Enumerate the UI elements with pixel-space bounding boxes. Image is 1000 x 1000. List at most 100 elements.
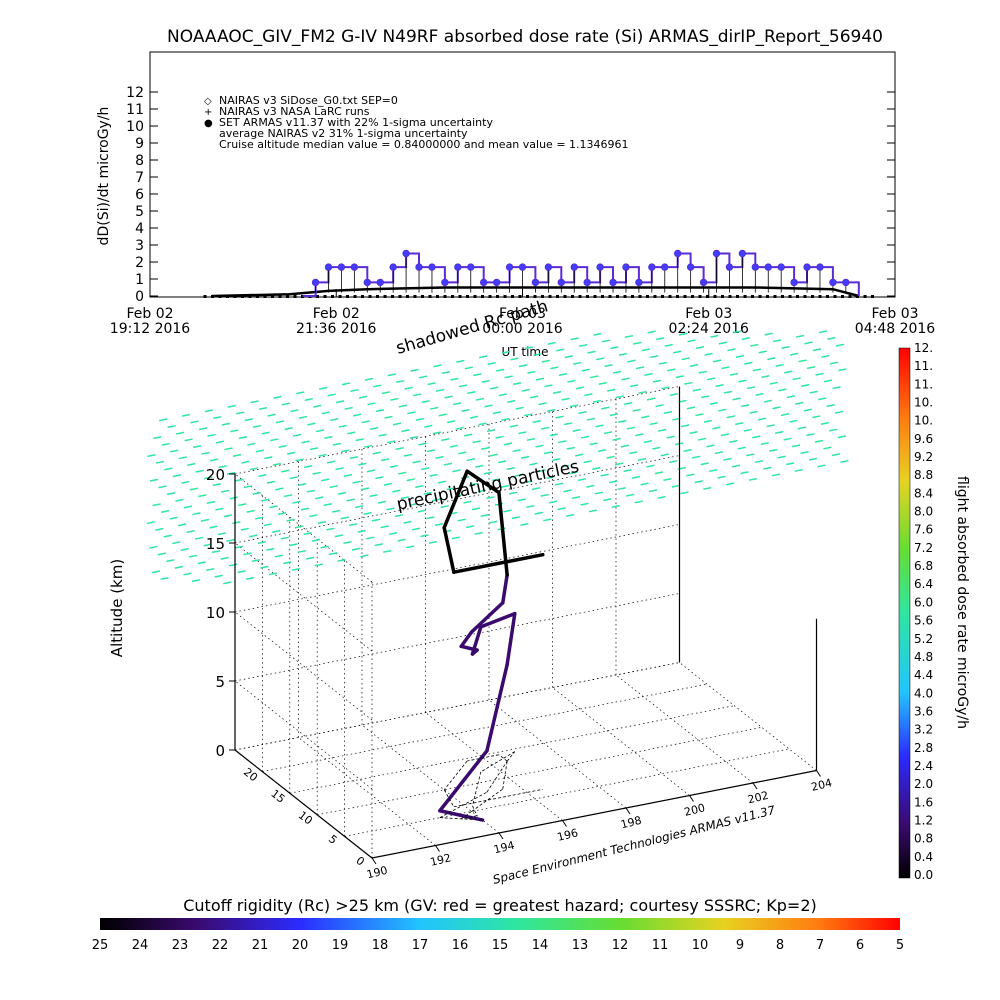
nairas-marker [841, 295, 844, 298]
rigidity-cell [570, 337, 579, 341]
rigidity-cell [592, 399, 602, 403]
rigidity-cell [396, 379, 405, 384]
rigidity-cell [618, 419, 627, 423]
rigidity-cell [280, 536, 289, 540]
rigidity-cell [571, 495, 581, 500]
rigidity-cell [369, 426, 379, 430]
rigidity-cell [304, 465, 313, 469]
rigidity-cell [444, 395, 453, 399]
rigidity-cell [237, 570, 246, 574]
top-plot-frame [149, 51, 896, 298]
armas-point [454, 263, 462, 271]
rigidity-cell [806, 433, 815, 437]
lat-tick-label: 5 [326, 832, 340, 847]
rigidity-cell [327, 393, 336, 397]
rigidity-cell [366, 469, 376, 473]
rigidity-cell [203, 543, 212, 547]
rigidity-cell [803, 408, 812, 412]
top-y-tick-label: 2 [135, 255, 144, 271]
rigidity-cell [826, 403, 835, 408]
rigidity-cell [526, 437, 536, 441]
rigidity-cell [163, 534, 172, 538]
rigidity-cell [290, 409, 299, 413]
rigidity-cell [725, 482, 735, 486]
rigidity-cell [718, 408, 727, 412]
rigidity-cell [371, 518, 381, 522]
rigidity-cell [372, 451, 381, 455]
rigidity-cell [577, 478, 587, 482]
rigidity-cell [738, 379, 747, 383]
rigidity-cell [496, 368, 505, 372]
ground-track-segment [453, 788, 543, 808]
nairas-marker [316, 295, 319, 298]
rigidity-colorbar-ticks: 25 24 23 22 21 20 19 18 17 16 15 14 13 12 11 10 9 8 7 6 5 [92, 938, 904, 953]
nairas-marker [226, 295, 229, 298]
legend-entry: NAIRAS v3 NASA LaRC runs [219, 105, 370, 118]
armas-point [686, 263, 695, 271]
rigidity-cell [306, 489, 315, 493]
rigidity-cell [569, 471, 578, 475]
figure-title: NOAAAOC_GIV_FM2 G-IV N49RF absorbed dose… [167, 27, 883, 47]
rigidity-cell [517, 498, 526, 502]
rigidity-cell [198, 494, 207, 498]
rigidity-cell [357, 529, 366, 533]
rigidity-cell [421, 400, 430, 404]
rigidity-cell [680, 491, 689, 495]
rigidity-cell [656, 337, 665, 341]
rigidity-cell [789, 419, 798, 423]
rigidity-cell [296, 391, 305, 395]
rigidity-cell [729, 439, 738, 443]
nairas-marker [578, 295, 582, 298]
rigidity-cell [189, 554, 198, 558]
rigidity-cell [426, 449, 436, 453]
rigidity-cell [823, 379, 833, 383]
rigidity-cell [349, 456, 359, 460]
back-wall-grid-line [234, 662, 680, 751]
rigidity-cell [244, 418, 253, 422]
left-wall-grid-line [234, 680, 373, 790]
top-y-tick-label: 1 [135, 272, 144, 288]
flight-track-segment [469, 601, 505, 634]
rigidity-cell [240, 527, 249, 531]
rigidity-cell [498, 460, 507, 464]
rigidity-cell [375, 409, 385, 413]
rigidity-colorbar-tick: 20 [292, 938, 309, 953]
rigidity-cell [543, 518, 552, 522]
rigidity-cell [598, 381, 607, 385]
armas-point [531, 278, 540, 287]
dose-colorbar-tick: 2.0 [914, 777, 933, 791]
rigidity-cell [695, 346, 705, 350]
rigidity-cell [781, 345, 790, 349]
rigidity-cell [748, 477, 758, 481]
rigidity-colorbar-tick: 16 [452, 938, 469, 953]
top-y-tick-label: 3 [135, 238, 144, 254]
armas-point [389, 263, 397, 271]
rigidity-cell [709, 468, 718, 473]
nairas-marker [496, 295, 499, 298]
ground-track-segment [486, 760, 508, 793]
rigidity-cell [360, 487, 370, 491]
rigidity-cell [469, 415, 479, 419]
rigidity-cell [235, 478, 244, 482]
legend-entry: average NAIRAS v2 31% 1-sigma uncertaint… [219, 127, 468, 140]
rigidity-cell [669, 393, 679, 397]
rigidity-cell [769, 448, 778, 452]
ground-track-segment [443, 789, 455, 807]
rigidity-cell [569, 404, 579, 408]
rigidity-cell [392, 422, 402, 426]
rigidity-cell [797, 426, 807, 430]
rigidity-cell [383, 482, 393, 486]
rigidity-cell [690, 363, 699, 367]
top-y-tick-label: 5 [135, 204, 144, 220]
rigidity-cell [533, 352, 542, 357]
rigidity-cell [152, 503, 161, 507]
rigidity-cell [426, 516, 435, 520]
rigidity-cell [774, 430, 784, 434]
rigidity-cell [394, 514, 404, 518]
rigidity-cell [226, 471, 236, 475]
rigidity-cell [597, 448, 607, 453]
rigidity-cell [697, 437, 707, 441]
rigidity-cell [420, 467, 430, 471]
rigidity-cell [206, 500, 216, 504]
rigidity-cell [626, 493, 635, 497]
